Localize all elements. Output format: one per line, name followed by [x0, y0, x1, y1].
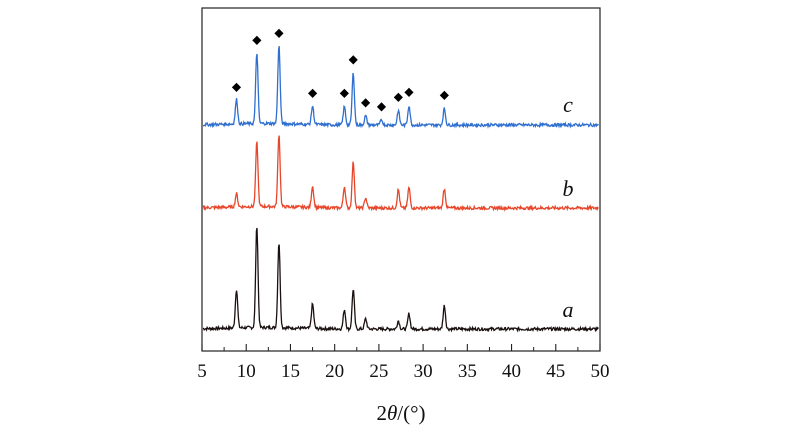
peak-markers-layer: ◆◆◆◆ ◆◆◆ ◆◆ ◆ ◆ — [232, 25, 450, 112]
x-tick-label: 40 — [502, 361, 521, 382]
x-tick-label: 15 — [281, 361, 300, 382]
x-tick-label: 20 — [325, 361, 344, 382]
series-labels-layer: a b c — [563, 92, 574, 322]
x-tick-label: 10 — [237, 361, 256, 382]
x-tick-label: 50 — [591, 361, 610, 382]
series-label-b: b — [563, 176, 574, 201]
x-tick-label: 5 — [197, 361, 207, 382]
x-axis-ticks: 5 10 15 20 25 30 35 40 45 50 — [197, 344, 610, 382]
peak-marker: ◆ — [404, 85, 414, 99]
x-tick-label: 30 — [414, 361, 433, 382]
series-line-c — [202, 46, 599, 129]
x-tick-label: 25 — [369, 361, 388, 382]
x-axis-title-prefix: 2 — [376, 401, 387, 425]
peak-marker: ◆ — [440, 88, 450, 102]
peak-marker: ◆ — [308, 86, 318, 100]
peak-marker: ◆ — [252, 33, 262, 47]
peak-marker: ◆ — [377, 99, 387, 113]
curves-layer — [202, 46, 599, 333]
series-label-c: c — [563, 92, 573, 117]
peak-marker: ◆ — [232, 80, 242, 94]
peak-marker: ◆ — [340, 86, 350, 100]
plot-frame — [201, 7, 601, 352]
x-tick-label: 45 — [546, 361, 565, 382]
series-line-b — [202, 135, 599, 212]
peak-marker: ◆ — [349, 52, 359, 66]
peak-marker: ◆ — [394, 90, 404, 104]
x-axis-title: 2θ/(°) — [376, 401, 425, 425]
x-tick-label: 35 — [458, 361, 477, 382]
peak-marker: ◆ — [361, 95, 371, 109]
x-axis-title-theta: θ — [387, 401, 397, 425]
x-axis-title-unit: /(°) — [397, 401, 425, 425]
series-label-a: a — [563, 297, 574, 322]
series-line-a — [202, 227, 599, 333]
peak-marker: ◆ — [274, 25, 284, 39]
